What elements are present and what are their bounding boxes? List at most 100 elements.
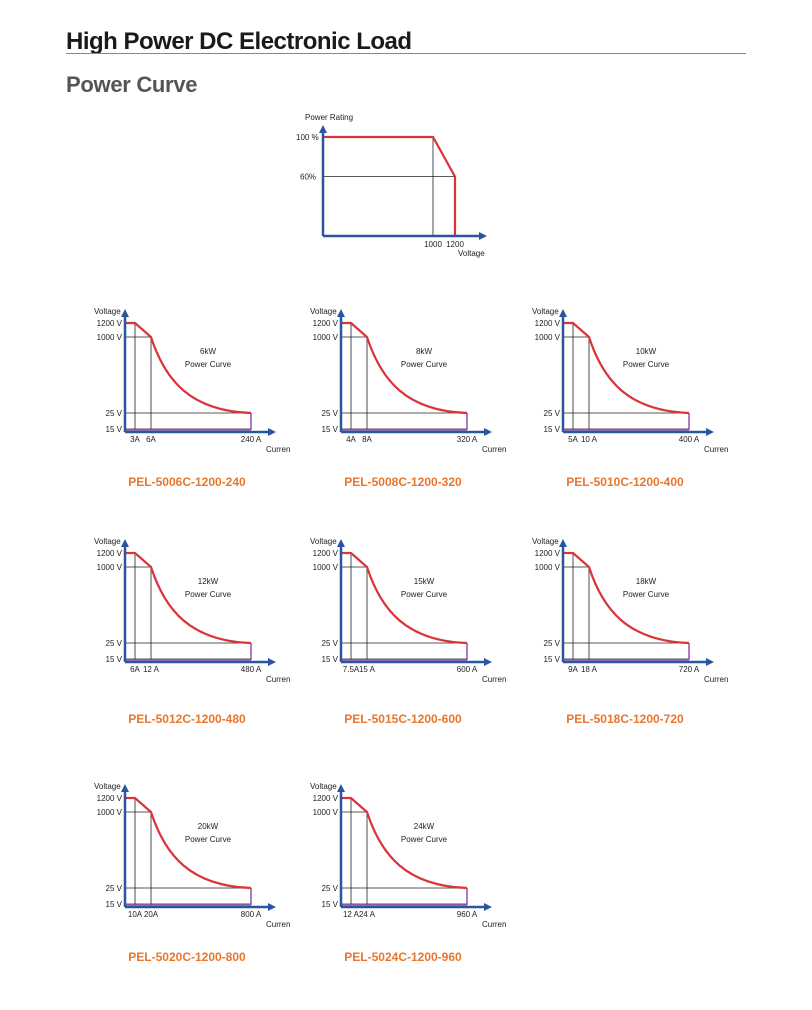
y-tick-label: 25 V [106, 409, 123, 418]
model-name: PEL-5012C-1200-480 [128, 712, 246, 726]
x-tick-label: 18 A [581, 665, 598, 674]
y-axis-arrow-icon [319, 125, 327, 133]
x-tick-label: 10A [128, 910, 143, 919]
y-axis-label: Voltage [94, 537, 121, 546]
y-tick-label: 15 V [106, 425, 123, 434]
curve-label: Power Curve [623, 360, 670, 369]
y-axis-label: Voltage [310, 537, 337, 546]
y-axis-label: Voltage [94, 307, 121, 316]
model-name: PEL-5018C-1200-720 [566, 712, 684, 726]
y-tick-label: 15 V [322, 425, 339, 434]
y-axis-arrow-icon [337, 784, 345, 792]
curve-label: Power Curve [401, 590, 448, 599]
x-tick-label: 960 A [457, 910, 478, 919]
x-tick-label: 10 A [581, 435, 598, 444]
y-tick-label: 1000 V [97, 563, 123, 572]
x-axis-label: Current [482, 920, 506, 929]
x-axis-label: Current [482, 445, 506, 454]
y-tick-label: 1000 V [97, 808, 123, 817]
power-curve-chart: Voltage 1200 V 1000 V 25 V 15 V 3A 6A 240 A Curr… [94, 307, 290, 454]
y-tick-label: 60% [300, 173, 316, 182]
y-tick-label: 1200 V [313, 319, 339, 328]
page-title: High Power DC Electronic Load [66, 28, 412, 55]
power-curve-chart: Voltage 1200 V 1000 V 25 V 15 V 9A 18 A 720 A Cu… [532, 537, 728, 684]
x-tick-label: 800 A [241, 910, 262, 919]
y-tick-label: 25 V [544, 639, 561, 648]
y-axis-arrow-icon [337, 539, 345, 547]
x-tick-label: 6A [146, 435, 156, 444]
y-tick-label: 1200 V [535, 549, 561, 558]
y-axis-arrow-icon [121, 309, 129, 317]
y-tick-label: 100 % [296, 133, 319, 142]
y-axis-arrow-icon [559, 309, 567, 317]
power-curve-line [125, 551, 252, 645]
power-curve-line [341, 321, 468, 415]
x-axis-label: Current [482, 675, 506, 684]
curve-label: Power Curve [401, 835, 448, 844]
x-tick-label: 600 A [457, 665, 478, 674]
power-rating-label: 18kW [636, 577, 657, 586]
x-tick-label: 12 A [143, 665, 160, 674]
power-curve-line [341, 551, 468, 645]
y-tick-label: 1000 V [313, 808, 339, 817]
y-axis-label: Voltage [532, 537, 559, 546]
y-tick-label: 1000 V [535, 563, 561, 572]
y-tick-label: 15 V [106, 900, 123, 909]
x-axis-arrow-icon [484, 428, 492, 436]
power-rating-label: 12kW [198, 577, 219, 586]
power-curve-line [125, 796, 252, 890]
x-tick-label: 15 A [359, 665, 376, 674]
model-name: PEL-5024C-1200-960 [344, 950, 462, 964]
x-tick-label: 4A [346, 435, 356, 444]
x-axis-label: Current [266, 445, 290, 454]
power-curve-line [125, 321, 252, 415]
x-axis-arrow-icon [268, 658, 276, 666]
y-tick-label: 15 V [544, 425, 561, 434]
x-axis-arrow-icon [268, 903, 276, 911]
power-curve-chart: Voltage 1200 V 1000 V 25 V 15 V 7.5A 15 A 600 A… [310, 537, 506, 684]
x-tick-label: 7.5A [343, 665, 360, 674]
x-tick-label: 20A [144, 910, 159, 919]
x-axis-label: Current [704, 675, 728, 684]
power-rating-label: 8kW [416, 347, 432, 356]
power-curve-chart: Voltage 1200 V 1000 V 25 V 15 V 5A 10 A 400 A Cu… [532, 307, 728, 454]
y-tick-label: 1000 V [313, 563, 339, 572]
section-title: Power Curve [66, 72, 198, 97]
y-axis-label: Voltage [310, 782, 337, 791]
x-axis-arrow-icon [484, 903, 492, 911]
power-curve-chart: Voltage 1200 V 1000 V 25 V 15 V 10A 20A 800 A Cu… [94, 782, 290, 929]
x-axis-arrow-icon [706, 658, 714, 666]
x-tick-label: 1000 [424, 240, 442, 249]
x-axis-arrow-icon [706, 428, 714, 436]
y-axis-label: Voltage [94, 782, 121, 791]
y-axis-arrow-icon [337, 309, 345, 317]
x-tick-label: 9A [568, 665, 578, 674]
power-curve-line [563, 321, 690, 415]
x-axis-arrow-icon [479, 232, 487, 240]
y-tick-label: 1200 V [313, 794, 339, 803]
power-curve-chart: Voltage 1200 V 1000 V 25 V 15 V 4A 8A 320 A Curr… [310, 307, 506, 454]
x-tick-label: 3A [130, 435, 140, 444]
y-tick-label: 15 V [322, 900, 339, 909]
curve-label: Power Curve [623, 590, 670, 599]
power-curve-chart: Voltage 1200 V 1000 V 25 V 15 V 12 A 24 A 960 A… [310, 782, 506, 929]
x-axis-label: Current [266, 675, 290, 684]
y-tick-label: 1000 V [535, 333, 561, 342]
y-tick-label: 1200 V [97, 794, 123, 803]
x-axis-arrow-icon [484, 658, 492, 666]
curve-label: Power Curve [185, 360, 232, 369]
power-rating-label: 6kW [200, 347, 216, 356]
model-name: PEL-5008C-1200-320 [344, 475, 462, 489]
y-axis-label: Power Rating [305, 113, 353, 122]
x-tick-label: 240 A [241, 435, 262, 444]
x-axis-label: Current [266, 920, 290, 929]
y-tick-label: 25 V [106, 639, 123, 648]
x-tick-label: 720 A [679, 665, 700, 674]
y-tick-label: 1200 V [97, 319, 123, 328]
y-axis-arrow-icon [121, 539, 129, 547]
y-axis-arrow-icon [121, 784, 129, 792]
model-name: PEL-5006C-1200-240 [128, 475, 246, 489]
y-tick-label: 25 V [544, 409, 561, 418]
y-tick-label: 15 V [544, 655, 561, 664]
curve-label: Power Curve [185, 835, 232, 844]
